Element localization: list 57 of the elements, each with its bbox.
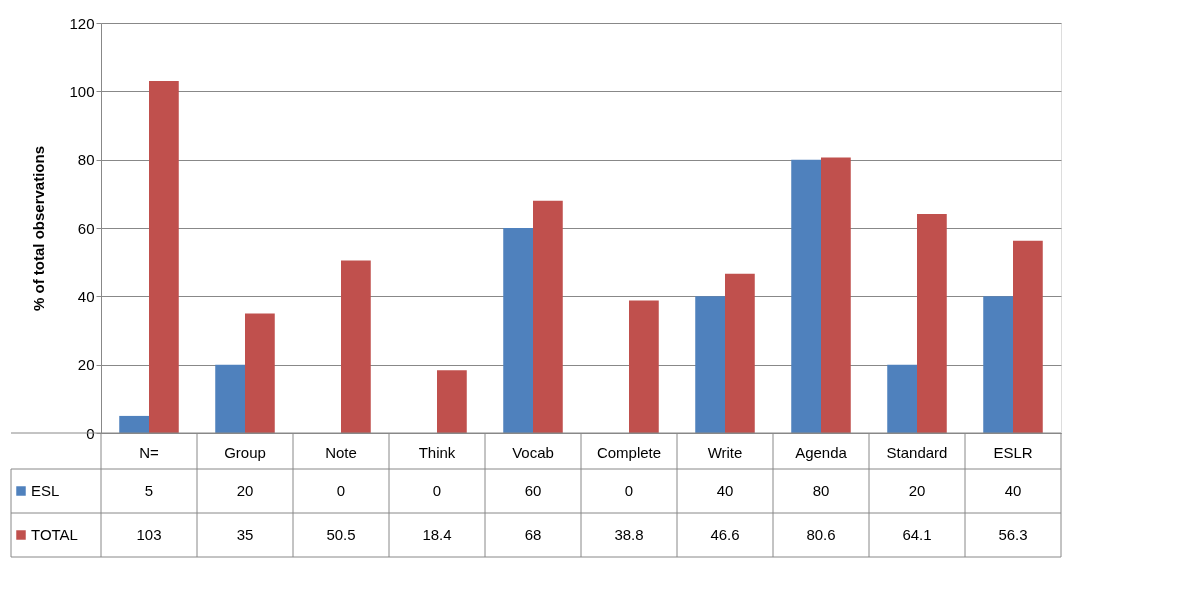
bar (149, 81, 179, 433)
x-tick-label: Vocab (512, 443, 554, 461)
data-label: 35 (236, 526, 254, 543)
bar (887, 364, 917, 433)
y-tick-label: 100 (69, 82, 95, 100)
x-tick-label: Agenda (795, 443, 848, 461)
data-label: 18.4 (422, 526, 452, 543)
bar (533, 200, 563, 433)
data-label: 0 (624, 482, 634, 499)
bar (695, 296, 725, 433)
y-tick-label: 80 (77, 151, 95, 169)
bar (725, 273, 755, 433)
y-tick-label: 0 (86, 424, 95, 442)
legend-label: TOTAL (31, 526, 78, 543)
data-label: 20 (908, 482, 926, 499)
data-label: 60 (524, 482, 542, 499)
bar (245, 313, 275, 433)
bar (821, 157, 851, 433)
data-label: 80 (812, 482, 830, 499)
x-tick-label: Group (224, 443, 266, 461)
data-label: 38.8 (614, 526, 644, 543)
bar (1013, 240, 1043, 433)
bar (341, 260, 371, 433)
data-label: 103 (136, 526, 162, 543)
data-label: 64.1 (902, 526, 932, 543)
data-label: 5 (144, 482, 154, 499)
data-label: 0 (432, 482, 442, 499)
y-axis-title: % of total observations (30, 145, 48, 312)
data-label: 80.6 (806, 526, 836, 543)
bar (629, 300, 659, 433)
y-tick-label: 20 (77, 356, 95, 374)
data-label: 68 (524, 526, 542, 543)
data-label: 40 (1004, 482, 1022, 499)
x-tick-label: ESLR (993, 443, 1033, 461)
bar (791, 159, 821, 433)
x-tick-label: Standard (886, 443, 948, 461)
bar (437, 370, 467, 433)
data-label: 46.6 (710, 526, 740, 543)
x-tick-label: Note (325, 443, 357, 461)
x-tick-label: Think (418, 443, 456, 461)
data-label: 56.3 (998, 526, 1028, 543)
legend-label: ESL (31, 482, 60, 499)
y-tick-label: 120 (69, 14, 95, 32)
data-label: 0 (336, 482, 346, 499)
bar (119, 415, 149, 433)
bar (503, 228, 533, 433)
data-label: 40 (716, 482, 734, 499)
y-tick-label: 40 (77, 287, 95, 305)
y-tick-label: 60 (77, 219, 95, 237)
bar (917, 213, 947, 433)
bar (215, 364, 245, 433)
data-label: 20 (236, 482, 254, 499)
data-label: 50.5 (326, 526, 356, 543)
bar (983, 296, 1013, 433)
x-tick-label: Write (707, 443, 743, 461)
x-tick-label: Complete (596, 443, 662, 461)
x-tick-label: N= (139, 443, 160, 461)
